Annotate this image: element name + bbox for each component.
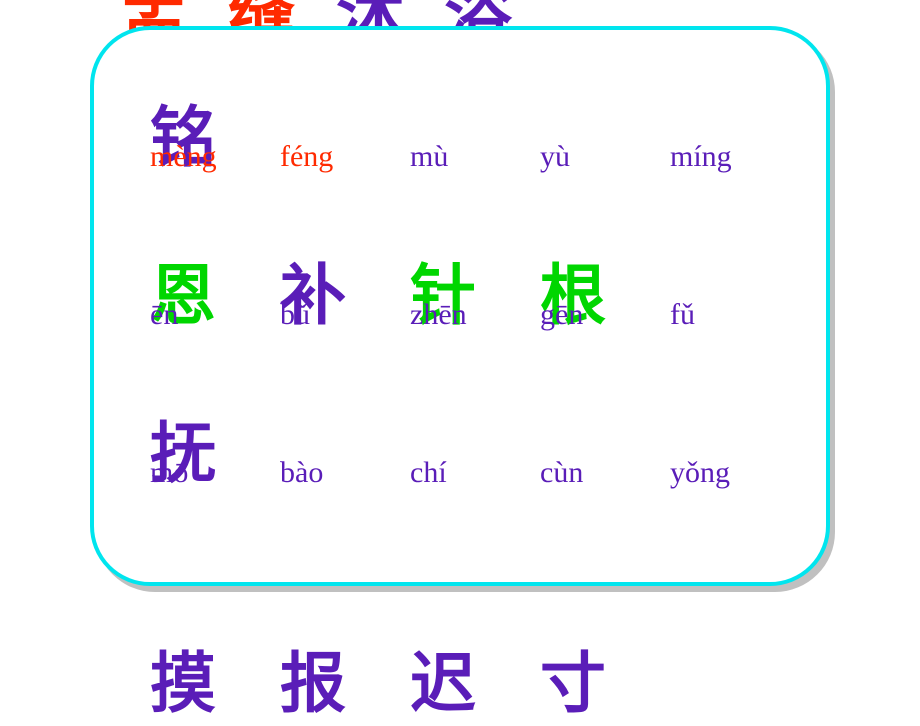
hanzi: 迟 — [410, 630, 540, 726]
pinyin: gēn — [540, 298, 583, 332]
bottom-chars: 摸 报 迟 寸 — [150, 630, 670, 726]
pinyin: cùn — [540, 456, 583, 490]
pinyin: fǔ — [670, 298, 695, 332]
pinyin: mèng — [150, 140, 217, 174]
hanzi: 寸 — [540, 630, 670, 726]
pinyin: yǒng — [670, 456, 730, 490]
pinyin: bào — [280, 456, 323, 490]
pinyin: féng — [280, 140, 333, 174]
pinyin: zhēn — [410, 298, 467, 332]
pinyin: yù — [540, 140, 570, 174]
hanzi: 报 — [280, 630, 410, 726]
pinyin: míng — [670, 140, 732, 174]
hanzi: 摸 — [150, 630, 280, 726]
pinyin: mù — [410, 140, 448, 174]
pinyin: mō — [150, 456, 188, 490]
pinyin: ēn — [150, 298, 178, 332]
pinyin: chí — [410, 456, 447, 490]
pinyin: bǔ — [280, 298, 310, 332]
